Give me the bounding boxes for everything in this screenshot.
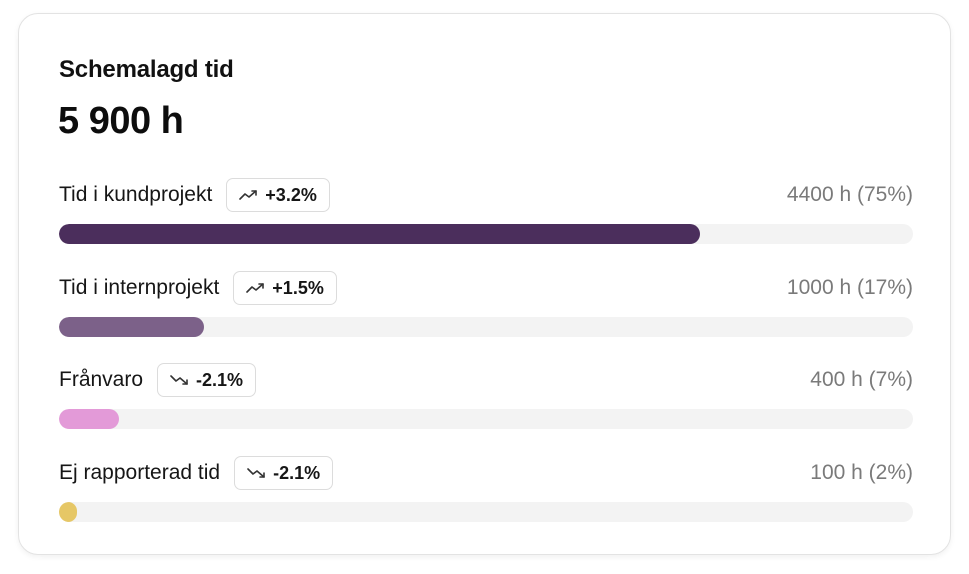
trend-value: -2.1%	[196, 369, 244, 390]
progress-track	[59, 409, 913, 429]
row-amount: 400 h (7%)	[810, 368, 913, 391]
row-absence: Frånvaro -2.1% 400 h (7%)	[59, 362, 913, 432]
row-amount: 1000 h (17%)	[786, 276, 913, 299]
row-header: Tid i kundprojekt +3.2%	[59, 177, 330, 213]
progress-fill	[59, 317, 205, 337]
trend-down-icon	[170, 375, 188, 385]
progress-track	[59, 502, 913, 522]
progress-fill	[59, 502, 77, 522]
trend-badge: +1.5%	[233, 271, 337, 305]
row-unreported-time: Ej rapporterad tid -2.1% 100 h (2%)	[59, 455, 913, 525]
row-header: Frånvaro -2.1%	[59, 362, 257, 398]
trend-badge: +3.2%	[226, 178, 330, 212]
row-header: Ej rapporterad tid -2.1%	[59, 455, 334, 491]
trend-down-icon	[247, 468, 265, 478]
row-amount: 100 h (2%)	[810, 461, 913, 484]
trend-up-icon	[239, 190, 258, 200]
scheduled-time-card: Schemalagd tid 5 900 h Tid i kundprojekt…	[18, 13, 951, 555]
progress-fill	[59, 224, 700, 244]
trend-value: +3.2%	[265, 184, 317, 205]
progress-track	[59, 317, 913, 337]
trend-value: +1.5%	[272, 277, 324, 298]
card-title: Schemalagd tid	[59, 56, 234, 83]
progress-fill	[59, 409, 119, 429]
row-label: Tid i kundprojekt	[59, 183, 213, 206]
trend-badge: -2.1%	[157, 363, 257, 397]
row-label: Tid i internprojekt	[59, 276, 220, 299]
row-label: Ej rapporterad tid	[59, 461, 221, 484]
row-internal-projects: Tid i internprojekt +1.5% 1000 h (17%)	[59, 270, 913, 340]
row-amount: 4400 h (75%)	[786, 183, 913, 206]
row-label: Frånvaro	[59, 368, 144, 391]
total-hours-value: 5 900 h	[58, 100, 184, 142]
row-header: Tid i internprojekt +1.5%	[59, 270, 337, 306]
trend-up-icon	[246, 283, 265, 293]
progress-track	[59, 224, 913, 244]
trend-badge: -2.1%	[234, 456, 334, 490]
trend-value: -2.1%	[273, 462, 321, 483]
row-customer-projects: Tid i kundprojekt +3.2% 4400 h (75%)	[59, 177, 913, 247]
